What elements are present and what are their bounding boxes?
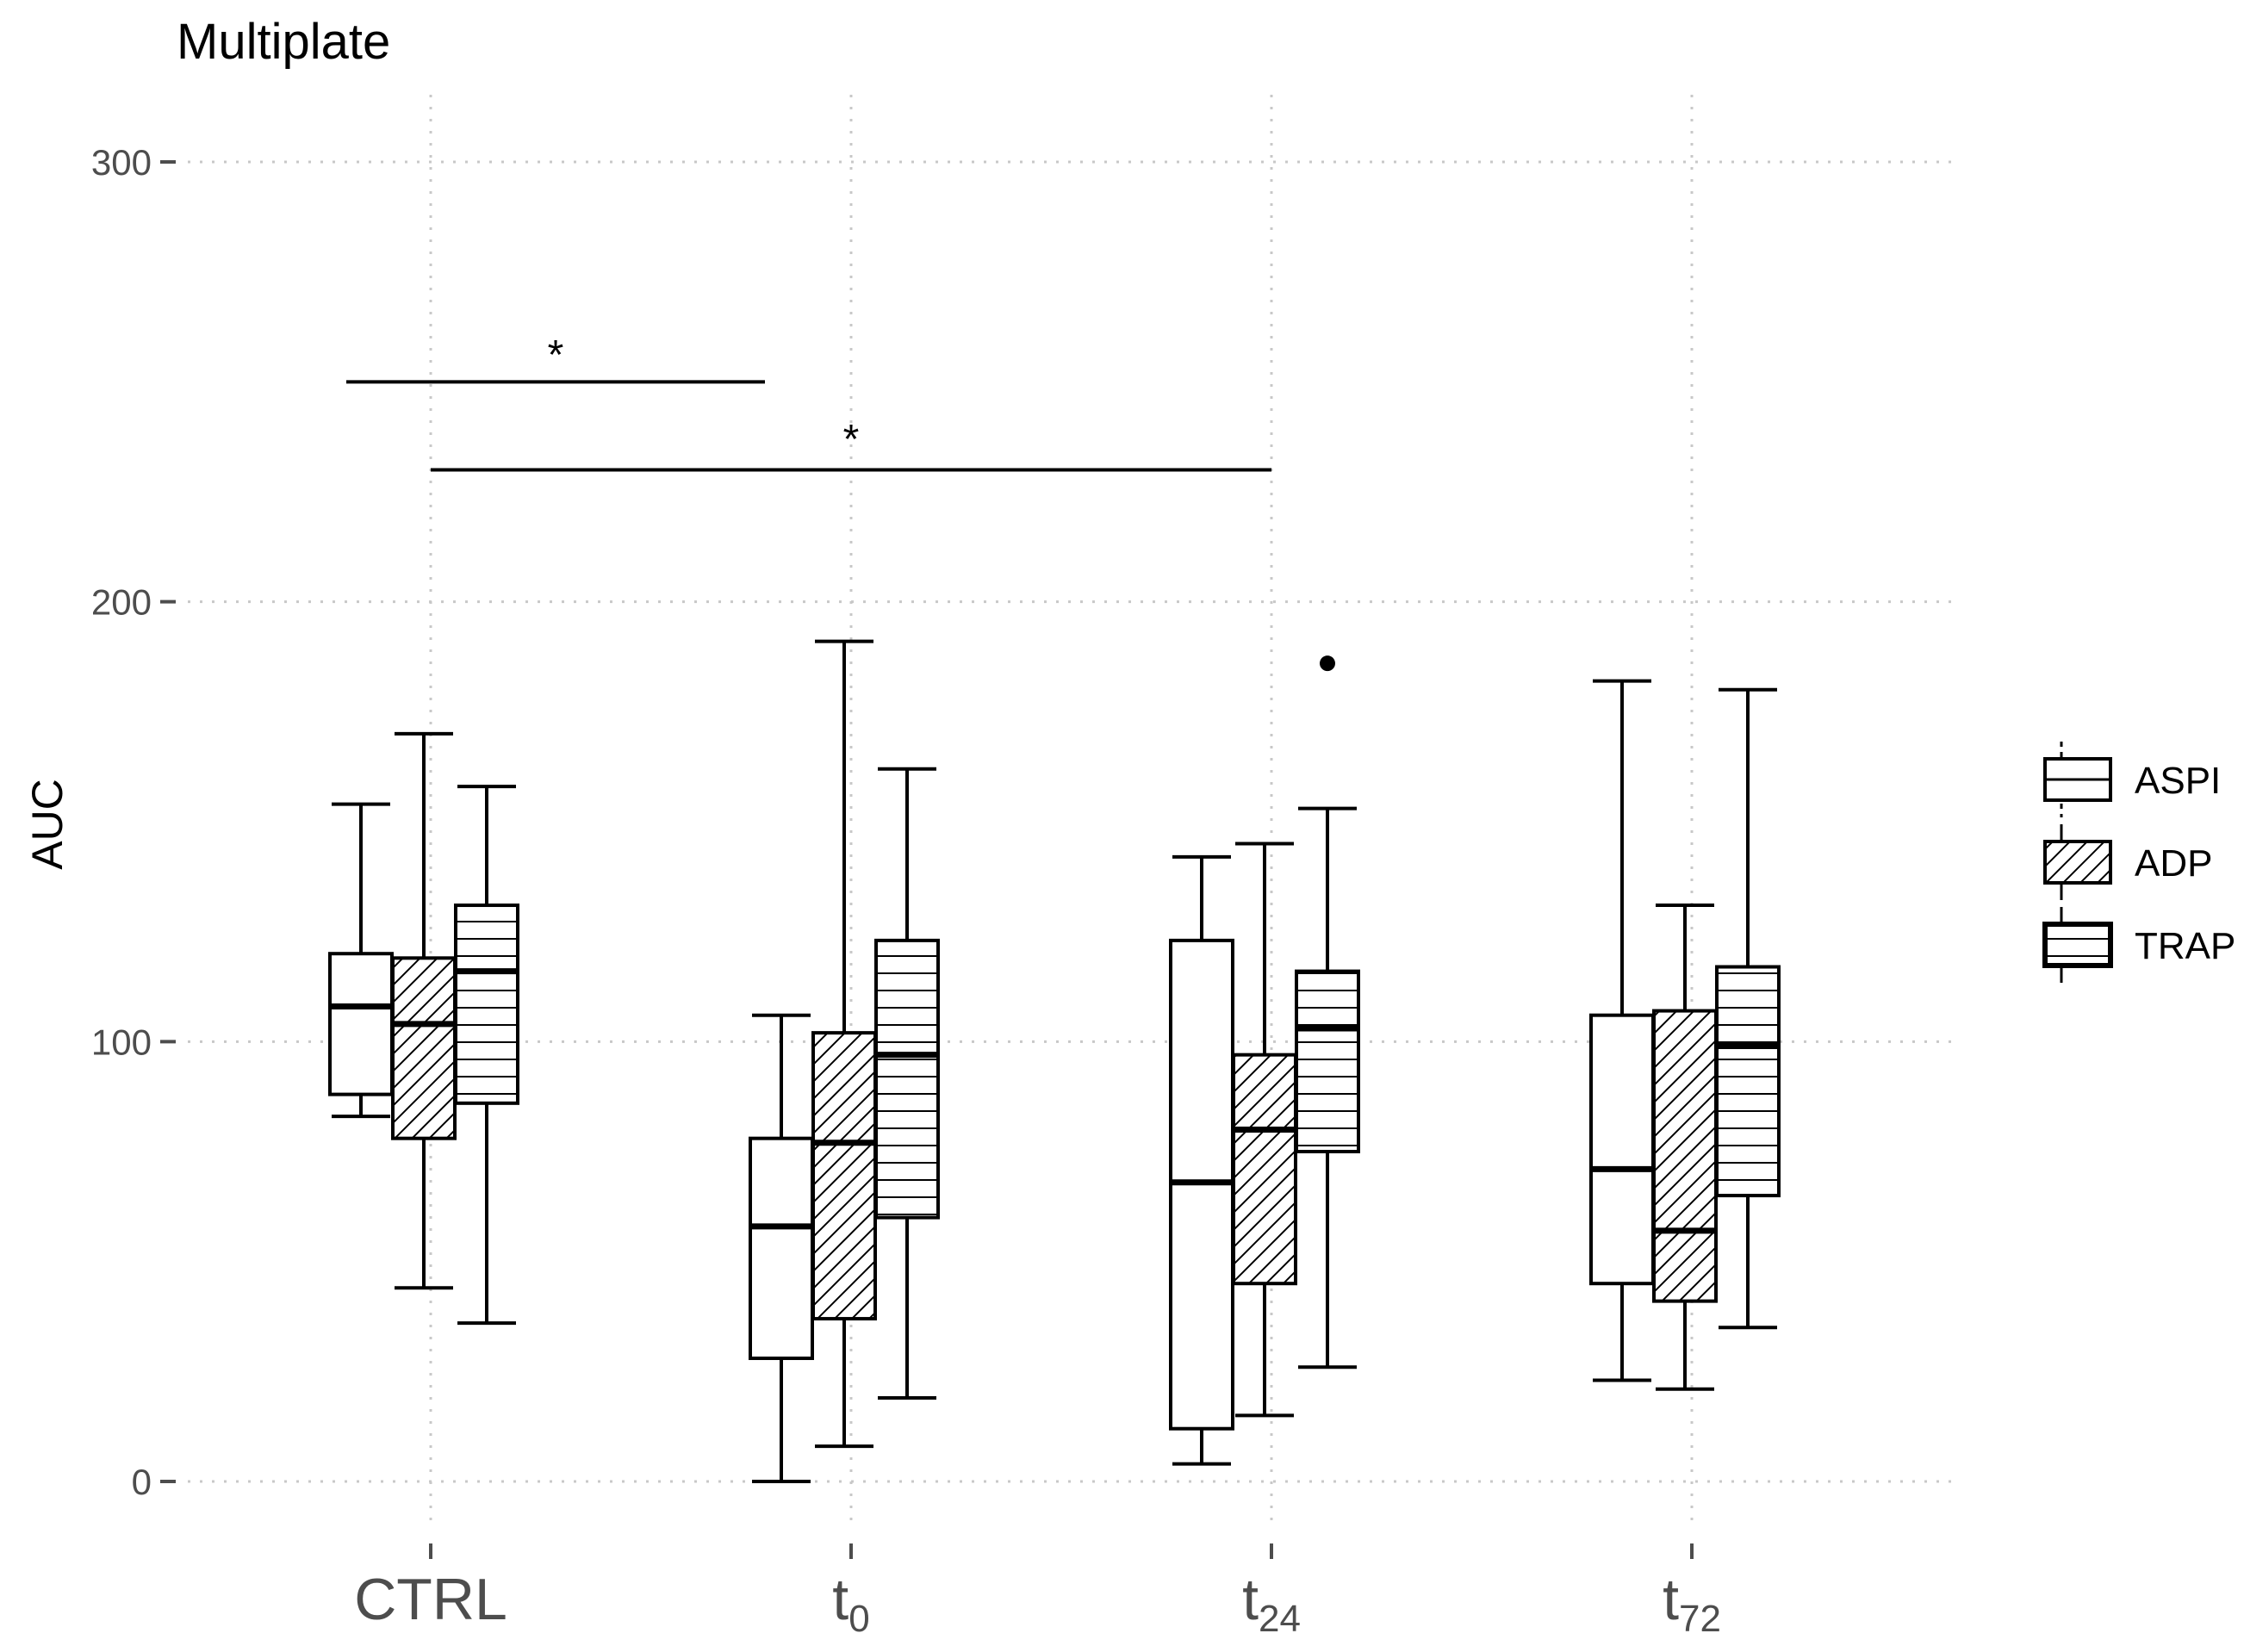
box-aspi-ctrl	[328, 802, 394, 1119]
y-tick-label: 300	[91, 142, 152, 183]
box-iqr	[1652, 1009, 1718, 1303]
legend-item-adp: ADP	[2043, 824, 2212, 900]
legend-key-box	[2042, 922, 2113, 968]
box-iqr	[1589, 1013, 1655, 1286]
box-iqr	[1232, 1053, 1297, 1286]
x-tick-label-t0: t0	[832, 1567, 869, 1640]
box-trap-t72	[1715, 687, 1781, 1330]
box-iqr	[328, 952, 394, 1096]
outlier-point	[1320, 655, 1335, 672]
boxes	[328, 639, 1781, 1483]
x-tick-label-t72: t72	[1663, 1567, 1721, 1640]
y-tick-label: 200	[91, 582, 152, 623]
x-tick-label-t24: t24	[1242, 1567, 1301, 1640]
box-adp-t72	[1652, 904, 1718, 1391]
box-trap-t0	[874, 767, 940, 1400]
box-iqr	[1295, 969, 1360, 1154]
box-aspi-t24	[1169, 854, 1234, 1466]
box-iqr	[391, 956, 457, 1140]
box-trap-t24	[1295, 655, 1360, 1369]
legend-label-adp: ADP	[2135, 842, 2212, 885]
box-trap-ctrl	[454, 785, 519, 1326]
y-tick-label: 100	[91, 1022, 152, 1062]
chart-title: Multiplate	[177, 14, 390, 70]
box-adp-ctrl	[391, 731, 457, 1290]
box-aspi-t0	[749, 1013, 814, 1483]
legend-item-aspi: ASPI	[2043, 742, 2221, 817]
legend-label-aspi: ASPI	[2135, 760, 2221, 802]
axes: 0 100 200 300 CTRL t0 t24 t72	[91, 142, 1721, 1640]
significance-star: *	[843, 417, 860, 463]
gridlines	[188, 95, 1951, 1526]
x-tick-label-ctrl: CTRL	[354, 1567, 507, 1632]
significance-annotations: **	[346, 332, 1271, 472]
box-iqr	[874, 938, 940, 1220]
legend-key-box	[2043, 840, 2112, 885]
legend: ASPI ADP TRAP	[2042, 742, 2235, 983]
box-adp-t0	[811, 639, 877, 1449]
box-iqr	[454, 904, 519, 1105]
y-axis-label: AUC	[23, 779, 71, 870]
legend-label-trap: TRAP	[2135, 925, 2235, 967]
box-iqr	[749, 1136, 814, 1361]
y-tick-label: 0	[132, 1462, 152, 1502]
box-adp-t24	[1232, 842, 1297, 1418]
box-iqr	[811, 1031, 877, 1321]
box-iqr	[1715, 965, 1781, 1198]
box-aspi-t72	[1589, 679, 1655, 1382]
significance-star: *	[548, 332, 564, 378]
legend-item-trap: TRAP	[2042, 907, 2235, 983]
